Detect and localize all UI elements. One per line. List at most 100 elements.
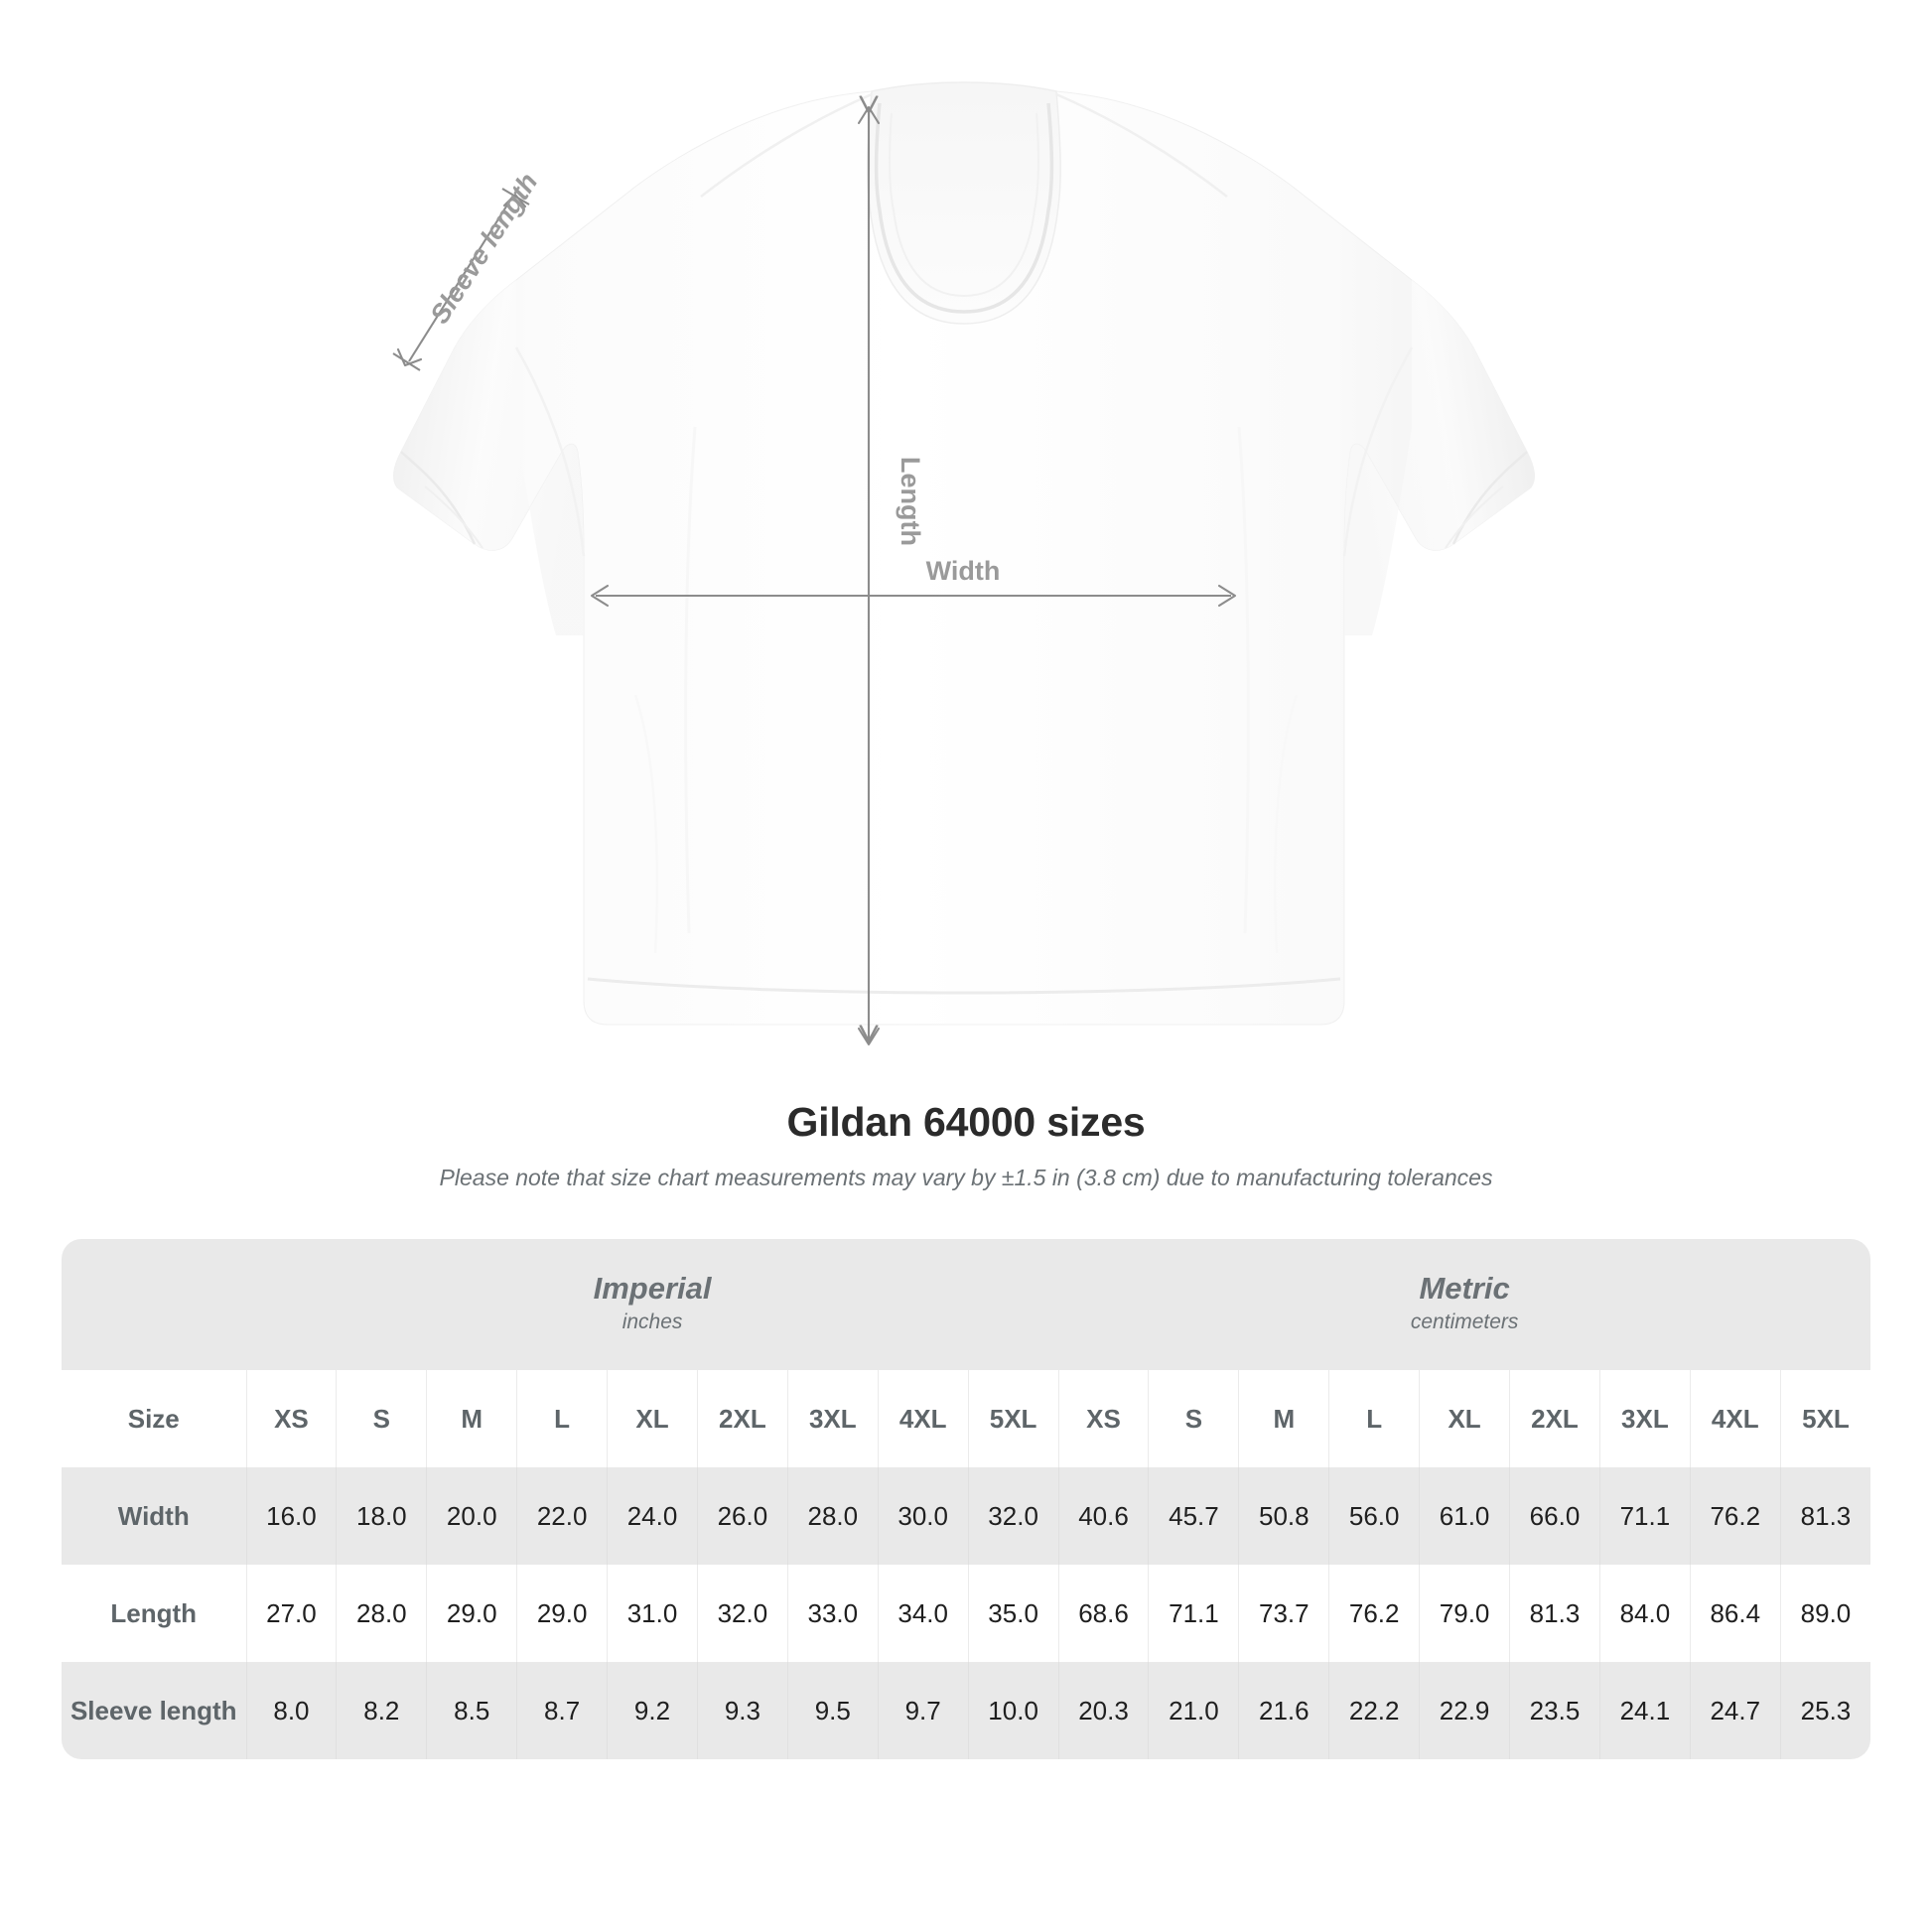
size-header-cell: S	[336, 1370, 427, 1467]
measurement-cell: 8.5	[426, 1662, 517, 1759]
measurement-cell: 61.0	[1419, 1467, 1510, 1565]
sleeve-arrow-line	[408, 198, 512, 362]
size-chart-table-wrapper: Imperial inches Metric centimeters Size XS S M L…	[62, 1239, 1870, 1759]
measurement-cell: 76.2	[1328, 1565, 1420, 1662]
measurement-cell: 33.0	[786, 1565, 879, 1662]
row-label: Length	[62, 1565, 246, 1662]
measurement-cell: 71.1	[1148, 1565, 1239, 1662]
row-label: Width	[62, 1467, 246, 1565]
title-block: Gildan 64000 sizes Please note that size…	[0, 1102, 1932, 1189]
size-chart-table: Imperial inches Metric centimeters Size XS S M L…	[62, 1239, 1870, 1759]
measurement-cell: 30.0	[877, 1467, 969, 1565]
size-header-cell: 4XL	[877, 1370, 969, 1467]
measurement-cell: 27.0	[245, 1565, 337, 1662]
size-header-cell: S	[1148, 1370, 1239, 1467]
row-label: Sleeve length	[62, 1662, 246, 1759]
measurement-cell: 71.1	[1598, 1467, 1691, 1565]
measurement-cell: 21.6	[1238, 1662, 1329, 1759]
measurement-cell: 28.0	[786, 1467, 879, 1565]
measurement-cell: 16.0	[245, 1467, 337, 1565]
measurement-cell: 76.2	[1689, 1467, 1781, 1565]
size-header-cell: 5XL	[967, 1370, 1059, 1467]
size-header-cell: 4XL	[1689, 1370, 1781, 1467]
measurement-cell: 26.0	[696, 1467, 788, 1565]
length-label: Length	[896, 457, 925, 546]
measurement-cell: 25.3	[1779, 1662, 1870, 1759]
page-subtitle: Please note that size chart measurements…	[439, 1165, 1493, 1190]
measurement-cell: 21.0	[1148, 1662, 1239, 1759]
measurement-cell: 31.0	[607, 1565, 698, 1662]
size-header-cell: XS	[1057, 1370, 1149, 1467]
measurement-cell: 40.6	[1057, 1467, 1149, 1565]
measurement-cell: 22.0	[516, 1467, 608, 1565]
measurement-cell: 68.6	[1057, 1565, 1149, 1662]
measurement-cell: 24.0	[607, 1467, 698, 1565]
size-header-row: Size XS S M L XL 2XL 3XL 4XL 5XL XS S M L XL 2XL 3XL 4XL 5…	[62, 1370, 1870, 1467]
size-header-cell: XL	[1419, 1370, 1510, 1467]
unit-name: Imperial	[593, 1271, 712, 1307]
size-header-cell: L	[1328, 1370, 1420, 1467]
size-header-cell: L	[516, 1370, 608, 1467]
measurement-cell: 9.5	[786, 1662, 879, 1759]
size-header-cell: M	[1238, 1370, 1329, 1467]
measurement-cell: 8.7	[516, 1662, 608, 1759]
unit-name: Metric	[1419, 1271, 1510, 1307]
measurement-cell: 50.8	[1238, 1467, 1329, 1565]
measurement-cell: 10.0	[967, 1662, 1059, 1759]
unit-banner-row: Imperial inches Metric centimeters	[62, 1239, 1870, 1370]
size-header-cell: 5XL	[1779, 1370, 1870, 1467]
measurement-cell: 73.7	[1238, 1565, 1329, 1662]
measurement-guides	[392, 107, 1237, 1046]
table-row: Width 16.0 18.0 20.0 22.0 24.0 26.0 28.0 30.0 32.…	[62, 1467, 1870, 1565]
table-row: Length 27.0 28.0 29.0 29.0 31.0 32.0 33.0 34.0 35…	[62, 1565, 1870, 1662]
measurement-cell: 22.9	[1419, 1662, 1510, 1759]
measurement-cell: 28.0	[336, 1565, 427, 1662]
measurement-cell: 8.0	[245, 1662, 337, 1759]
measurement-cell: 18.0	[336, 1467, 427, 1565]
measurement-cell: 32.0	[696, 1565, 788, 1662]
measurement-cell: 20.3	[1057, 1662, 1149, 1759]
size-header-label: Size	[62, 1370, 246, 1467]
width-label: Width	[926, 556, 1001, 586]
shirt-body	[393, 81, 1535, 1026]
banner-spacer	[62, 1239, 246, 1370]
measurement-cell: 24.1	[1598, 1662, 1691, 1759]
measurement-cell: 9.7	[877, 1662, 969, 1759]
measurement-cell: 56.0	[1328, 1467, 1420, 1565]
measurement-cell: 81.3	[1509, 1565, 1600, 1662]
measurement-cell: 22.2	[1328, 1662, 1420, 1759]
unit-subtitle: centimeters	[1410, 1311, 1519, 1334]
size-header-cell: XL	[607, 1370, 698, 1467]
measurement-cell: 84.0	[1598, 1565, 1691, 1662]
unit-subtitle: inches	[621, 1311, 683, 1334]
measurement-cell: 35.0	[967, 1565, 1059, 1662]
unit-group-metric: Metric centimeters	[1058, 1239, 1870, 1370]
measurement-cell: 23.5	[1509, 1662, 1600, 1759]
measurement-cell: 45.7	[1148, 1467, 1239, 1565]
measurement-cell: 79.0	[1419, 1565, 1510, 1662]
size-header-cell: 3XL	[786, 1370, 879, 1467]
page-title: Gildan 64000 sizes	[786, 1099, 1146, 1145]
tshirt-illustration: Width Length Sleeve length	[392, 81, 1535, 1046]
size-header-cell: 3XL	[1598, 1370, 1691, 1467]
measurement-cell: 34.0	[877, 1565, 969, 1662]
tshirt-diagram: Width Length Sleeve length	[392, 81, 1535, 1046]
size-header-cell: M	[426, 1370, 517, 1467]
measurement-cell: 9.2	[607, 1662, 698, 1759]
measurement-cell: 24.7	[1689, 1662, 1781, 1759]
measurement-cell: 8.2	[336, 1662, 427, 1759]
measurement-cell: 86.4	[1689, 1565, 1781, 1662]
measurement-cell: 66.0	[1509, 1467, 1600, 1565]
measurement-cell: 81.3	[1779, 1467, 1870, 1565]
measurement-cell: 29.0	[516, 1565, 608, 1662]
size-header-cell: 2XL	[696, 1370, 788, 1467]
unit-group-imperial: Imperial inches	[246, 1239, 1059, 1370]
measurement-cell: 32.0	[967, 1467, 1059, 1565]
measurement-cell: 9.3	[696, 1662, 788, 1759]
table-row: Sleeve length 8.0 8.2 8.5 8.7 9.2 9.3 9.5 9.7 10.…	[62, 1662, 1870, 1759]
measurement-cell: 89.0	[1779, 1565, 1870, 1662]
size-header-cell: XS	[245, 1370, 337, 1467]
measurement-cell: 20.0	[426, 1467, 517, 1565]
size-header-cell: 2XL	[1509, 1370, 1600, 1467]
measurement-cell: 29.0	[426, 1565, 517, 1662]
